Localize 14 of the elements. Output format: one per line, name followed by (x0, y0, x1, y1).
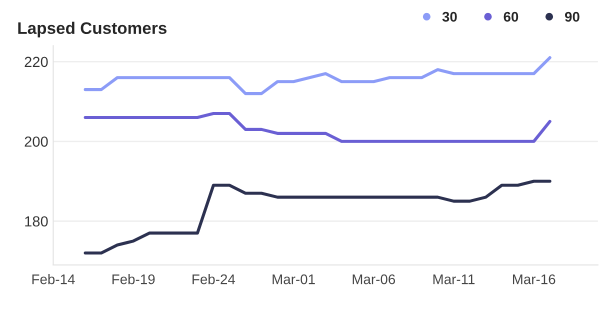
x-tick-label: Mar-06 (352, 274, 396, 284)
legend-label: 60 (504, 12, 518, 22)
x-tick-label: Mar-11 (433, 274, 475, 284)
x-tick-label: Feb-24 (192, 274, 236, 284)
legend-label: 30 (442, 12, 457, 22)
x-tick-label: Mar-16 (512, 274, 556, 284)
y-tick-label: 180 (25, 216, 48, 227)
legend-label: 90 (565, 12, 580, 22)
x-tick-label: Feb-14 (32, 274, 75, 284)
x-tick-label: Feb-19 (112, 274, 155, 284)
chart-title: Lapsed Customers (18, 22, 166, 38)
y-tick-label: 200 (24, 136, 48, 147)
x-tick-label: Mar-01 (272, 274, 315, 284)
y-tick-label: 220 (24, 56, 48, 68)
